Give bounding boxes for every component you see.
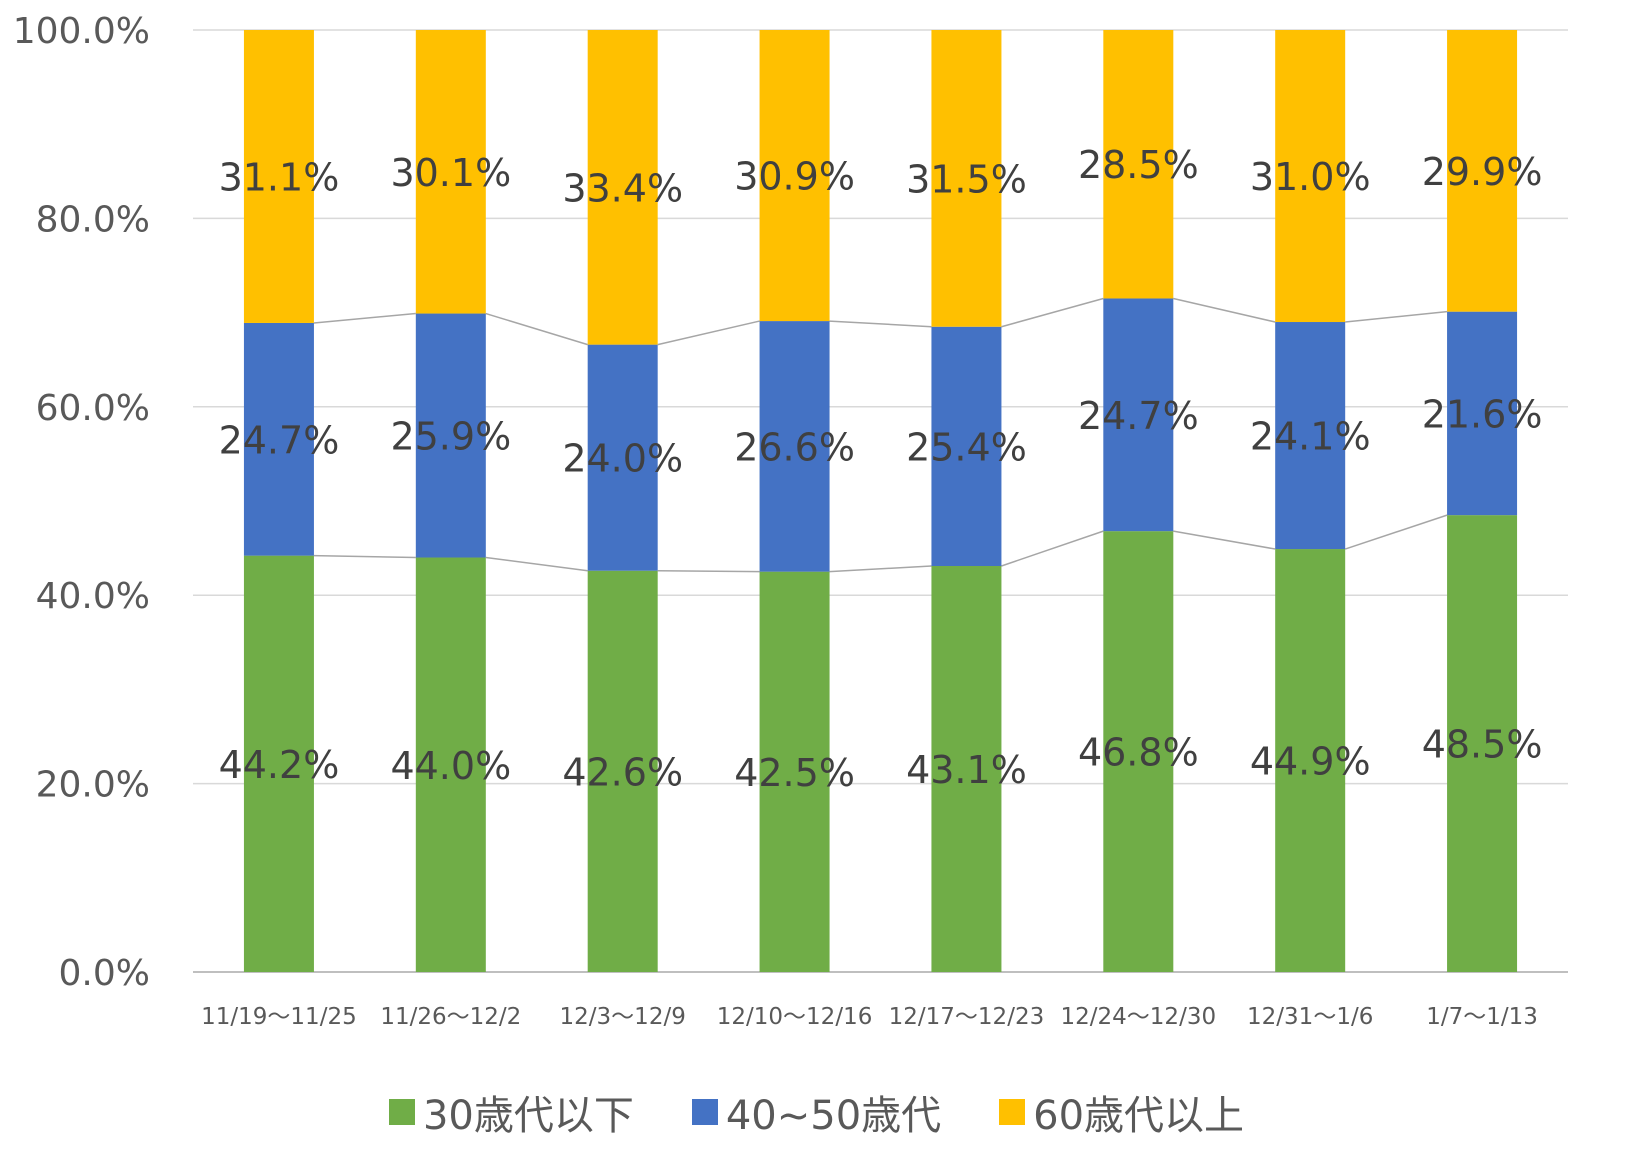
- y-tick-label: 100.0%: [13, 11, 150, 52]
- bar-segment: [759, 30, 830, 322]
- series-line: [1173, 530, 1276, 550]
- x-tick-label: 1/7～1/13: [1426, 1004, 1538, 1030]
- bar-segment: [1275, 549, 1346, 972]
- bar-segment: [415, 313, 486, 558]
- bar-segment: [1103, 298, 1174, 532]
- bar-segment: [587, 570, 658, 972]
- data-label: 43.1%: [906, 748, 1027, 792]
- data-label: 24.7%: [219, 418, 340, 462]
- data-label: 46.8%: [1078, 731, 1199, 775]
- data-label: 24.7%: [1078, 394, 1199, 438]
- data-label: 24.1%: [1250, 415, 1371, 459]
- series-line: [1173, 297, 1276, 323]
- data-label: 21.6%: [1422, 392, 1543, 436]
- legend-item-60s-and-over: 60歳代以上: [999, 1083, 1244, 1141]
- series-line: [829, 320, 932, 328]
- x-tick-label: 12/17～12/23: [889, 1004, 1045, 1030]
- bar-segment: [1275, 322, 1346, 550]
- bar-segment: [1103, 30, 1174, 299]
- bar-segment: [1447, 30, 1518, 312]
- series-line: [485, 556, 588, 572]
- data-label: 28.5%: [1078, 143, 1199, 187]
- data-label: 31.1%: [219, 155, 340, 199]
- data-label: 29.9%: [1422, 150, 1543, 194]
- data-label: 48.5%: [1422, 723, 1543, 767]
- bar-segment: [1447, 311, 1518, 516]
- legend-label: 60歳代以上: [1033, 1093, 1245, 1139]
- legend-swatch-green: [388, 1099, 415, 1125]
- series-line: [829, 565, 932, 573]
- data-labels: 44.2% 44.0% 42.6% 42.5% 43.1% 46.8% 44.9% 48.5%…: [219, 143, 1543, 795]
- series-line: [1001, 530, 1104, 567]
- y-tick-label: 40.0%: [36, 576, 150, 617]
- legend-swatch-yellow: [999, 1099, 1026, 1125]
- bar-segment: [587, 30, 658, 345]
- y-tick-label: 0.0%: [59, 953, 150, 994]
- series-line: [657, 320, 760, 346]
- bar-segment: [759, 321, 830, 572]
- legend: 30歳代以下 40~50歳代 60歳代以上: [0, 1082, 1633, 1142]
- data-label: 26.6%: [734, 425, 855, 469]
- series-line: [1001, 297, 1104, 328]
- series-line: [1344, 514, 1448, 550]
- y-tick-label: 80.0%: [36, 199, 150, 240]
- x-axis-ticks: 11/19～11/25 11/26～12/2 12/3～12/9 12/10～12/1…: [201, 1004, 1538, 1030]
- data-label: 31.0%: [1250, 155, 1371, 199]
- x-tick-label: 12/3～12/9: [560, 1004, 686, 1030]
- bar-segment: [415, 30, 486, 314]
- bar-segment: [243, 322, 314, 556]
- bar-segment: [1103, 531, 1174, 972]
- y-tick-label: 20.0%: [36, 765, 150, 806]
- x-tick-label: 11/26～12/2: [380, 1004, 521, 1030]
- data-label: 44.9%: [1250, 740, 1371, 784]
- legend-item-30s-and-under: 30歳代以下: [388, 1083, 634, 1141]
- data-label: 24.0%: [562, 437, 683, 481]
- data-label: 30.1%: [390, 151, 511, 195]
- series-lines: [313, 297, 1448, 573]
- series-line: [657, 569, 760, 573]
- x-tick-label: 12/31～1/6: [1247, 1004, 1373, 1030]
- data-label: 33.4%: [562, 166, 683, 210]
- legend-swatch-blue: [691, 1099, 718, 1125]
- bar-segment: [415, 557, 486, 972]
- legend-label: 30歳代以下: [422, 1093, 634, 1139]
- legend-label: 40~50歳代: [725, 1093, 942, 1139]
- bar-segment: [759, 571, 830, 972]
- data-label: 44.0%: [390, 744, 511, 788]
- data-label: 30.9%: [734, 155, 855, 199]
- x-tick-label: 12/10～12/16: [717, 1004, 873, 1030]
- data-label: 25.4%: [906, 425, 1027, 469]
- series-line: [1345, 310, 1448, 323]
- bar-segment: [1275, 30, 1346, 323]
- bar-segment: [587, 344, 658, 571]
- bar-segment: [931, 565, 1002, 972]
- bar-segment: [243, 555, 314, 972]
- data-label: 25.9%: [390, 415, 511, 459]
- bar-segment: [1447, 515, 1518, 972]
- y-axis-ticks: 0.0% 20.0% 40.0% 60.0% 80.0% 100.0%: [13, 11, 150, 994]
- y-tick-label: 60.0%: [36, 388, 150, 429]
- bar-segment: [243, 30, 314, 323]
- data-label: 42.6%: [562, 750, 683, 794]
- bar-segment: [931, 326, 1002, 566]
- x-tick-label: 11/19～11/25: [201, 1004, 357, 1030]
- data-label: 42.5%: [734, 751, 855, 795]
- data-label: 31.5%: [906, 157, 1027, 201]
- series-line: [313, 554, 416, 559]
- bar-segment: [931, 30, 1002, 327]
- bars: [243, 30, 1518, 972]
- legend-item-40s-50s: 40~50歳代: [691, 1083, 942, 1141]
- series-line: [313, 312, 416, 324]
- x-tick-label: 12/24～12/30: [1061, 1004, 1217, 1030]
- data-label: 44.2%: [219, 743, 340, 787]
- series-line: [485, 312, 588, 346]
